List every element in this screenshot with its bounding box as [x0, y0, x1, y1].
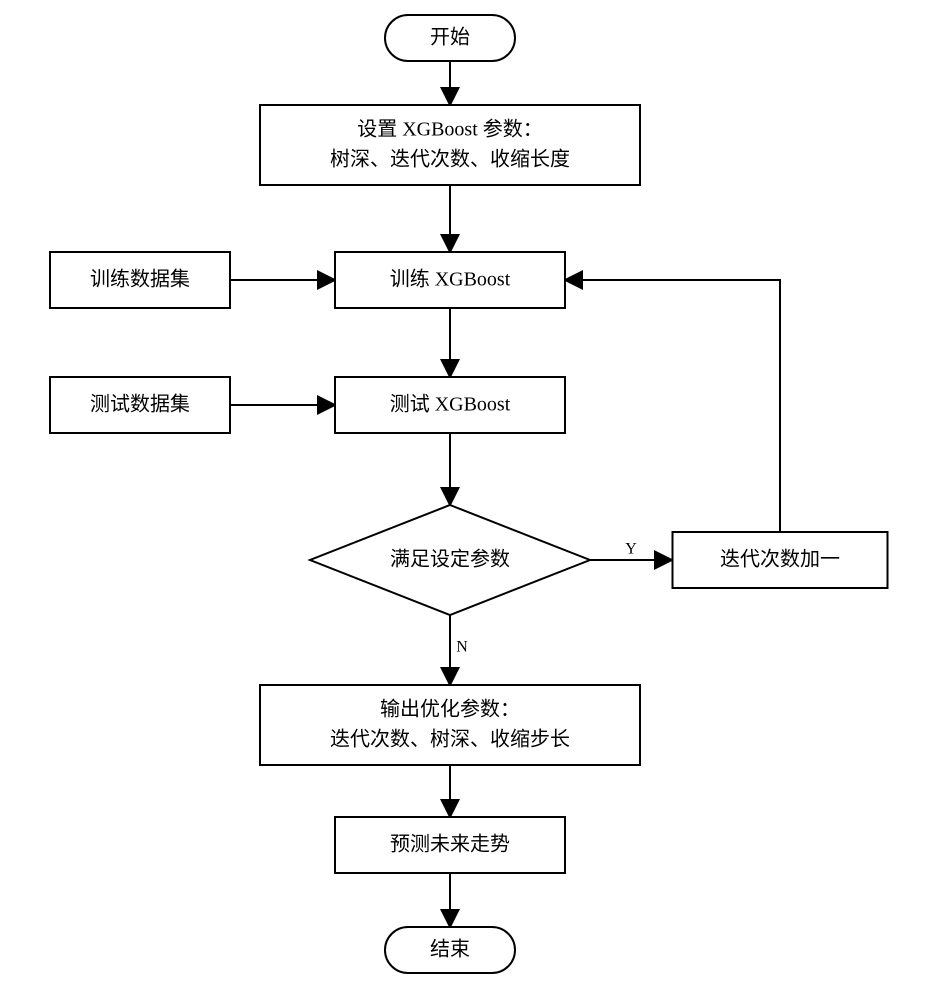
- node-label-predict: 预测未来走势: [390, 833, 510, 856]
- node-decision: 满足设定参数: [310, 505, 590, 615]
- node-label-test: 测试 XGBoost: [390, 393, 511, 416]
- edge-increment-train: [565, 280, 780, 532]
- node-start: 开始: [385, 15, 515, 61]
- node-traindata: 训练数据集: [50, 252, 230, 308]
- node-label-decision: 满足设定参数: [390, 548, 510, 571]
- node-testdata: 测试数据集: [50, 377, 230, 433]
- edge-label-decision-output: N: [456, 639, 468, 656]
- node-label-output-2: 迭代次数、树深、收缩步长: [330, 728, 570, 751]
- node-label-setparams-2: 树深、迭代次数、收缩长度: [330, 148, 570, 171]
- node-predict: 预测未来走势: [335, 817, 565, 873]
- flowchart-canvas: Y N 开始设置 XGBoost 参数： 树深、迭代次数、收缩长度训练 XGBoost…: [0, 0, 929, 1000]
- edge-label-decision-increment: Y: [625, 541, 637, 558]
- node-label-traindata: 训练数据集: [90, 268, 190, 291]
- node-label-increment: 迭代次数加一: [720, 548, 840, 571]
- node-train: 训练 XGBoost: [335, 252, 565, 308]
- node-label-output-1: 输出优化参数：: [380, 698, 520, 721]
- node-increment: 迭代次数加一: [673, 532, 888, 588]
- node-setparams: 设置 XGBoost 参数： 树深、迭代次数、收缩长度: [260, 105, 640, 185]
- node-label-start: 开始: [430, 26, 470, 49]
- node-label-train: 训练 XGBoost: [390, 268, 511, 291]
- node-label-end: 结束: [430, 938, 470, 961]
- node-label-testdata: 测试数据集: [90, 393, 190, 416]
- node-output: 输出优化参数： 迭代次数、树深、收缩步长: [260, 685, 640, 765]
- node-label-setparams-1: 设置 XGBoost 参数：: [357, 118, 543, 141]
- node-test: 测试 XGBoost: [335, 377, 565, 433]
- node-end: 结束: [385, 927, 515, 973]
